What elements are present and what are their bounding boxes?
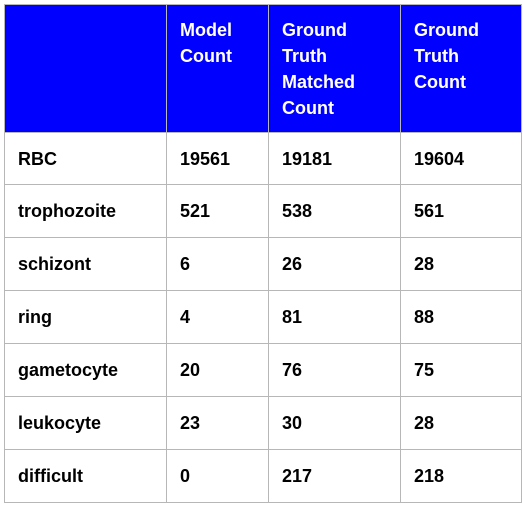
model-count-cell: 4	[166, 290, 269, 344]
row-label: gametocyte	[4, 343, 167, 397]
table-row: ring 4 81 88	[4, 290, 522, 344]
ground-truth-count-cell: 88	[400, 290, 522, 344]
table-row: schizont 6 26 28	[4, 237, 522, 291]
counts-table: Model Count Ground Truth Matched Count G…	[4, 4, 522, 503]
model-count-cell: 6	[166, 237, 269, 291]
matched-count-cell: 76	[268, 343, 401, 397]
table-row: trophozoite 521 538 561	[4, 184, 522, 238]
row-label: RBC	[4, 132, 167, 185]
table-row: leukocyte 23 30 28	[4, 396, 522, 450]
model-count-cell: 521	[166, 184, 269, 238]
header-cell-blank	[4, 4, 167, 133]
header-cell-ground-truth-count: Ground Truth Count	[400, 4, 522, 133]
matched-count-cell: 26	[268, 237, 401, 291]
model-count-cell: 20	[166, 343, 269, 397]
matched-count-cell: 538	[268, 184, 401, 238]
ground-truth-count-cell: 28	[400, 237, 522, 291]
row-label: difficult	[4, 449, 167, 503]
matched-count-cell: 19181	[268, 132, 401, 185]
ground-truth-count-cell: 218	[400, 449, 522, 503]
model-count-cell: 23	[166, 396, 269, 450]
ground-truth-count-cell: 561	[400, 184, 522, 238]
ground-truth-count-cell: 19604	[400, 132, 522, 185]
header-cell-ground-truth-matched-count: Ground Truth Matched Count	[268, 4, 401, 133]
header-row: Model Count Ground Truth Matched Count G…	[4, 4, 522, 133]
header-cell-model-count: Model Count	[166, 4, 269, 133]
matched-count-cell: 81	[268, 290, 401, 344]
table-row: RBC 19561 19181 19604	[4, 132, 522, 185]
row-label: leukocyte	[4, 396, 167, 450]
row-label: trophozoite	[4, 184, 167, 238]
row-label: ring	[4, 290, 167, 344]
ground-truth-count-cell: 75	[400, 343, 522, 397]
model-count-cell: 0	[166, 449, 269, 503]
row-label: schizont	[4, 237, 167, 291]
model-count-cell: 19561	[166, 132, 269, 185]
matched-count-cell: 30	[268, 396, 401, 450]
table-row: difficult 0 217 218	[4, 449, 522, 503]
matched-count-cell: 217	[268, 449, 401, 503]
table-row: gametocyte 20 76 75	[4, 343, 522, 397]
ground-truth-count-cell: 28	[400, 396, 522, 450]
